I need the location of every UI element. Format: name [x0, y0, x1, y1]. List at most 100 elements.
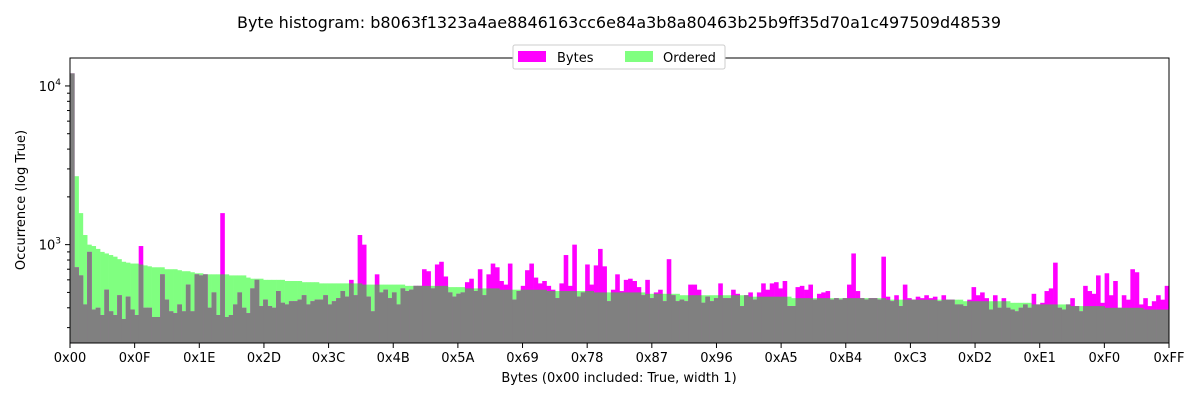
overlap-bar [190, 311, 195, 343]
overlap-bar [705, 296, 710, 343]
overlap-bar [838, 299, 844, 343]
overlap-bar [851, 298, 856, 343]
ordered-bar [228, 275, 234, 343]
overlap-bar [327, 304, 333, 343]
overlap-bar [1138, 307, 1144, 343]
overlap-bar [422, 285, 427, 343]
overlap-bar [293, 301, 298, 343]
overlap-bar [928, 299, 934, 343]
overlap-bar [349, 283, 354, 343]
overlap-bar [310, 301, 315, 343]
overlap-bar [74, 267, 79, 343]
overlap-bar [954, 304, 959, 343]
overlap-bar [1108, 307, 1114, 343]
overlap-bar [409, 289, 414, 343]
overlap-bar [1083, 306, 1088, 343]
ordered-bar [130, 263, 135, 343]
overlap-bar [1126, 307, 1131, 343]
overlap-bar [533, 289, 539, 343]
overlap-bar [177, 304, 182, 343]
overlap-bar [988, 309, 994, 343]
overlap-bar [147, 307, 152, 343]
overlap-bar [967, 301, 972, 343]
overlap-bar [645, 293, 650, 343]
overlap-bar [456, 293, 461, 343]
overlap-bar [258, 306, 264, 343]
overlap-bar [138, 264, 144, 343]
overlap-bar [185, 284, 191, 343]
overlap-bar [692, 295, 698, 343]
x-tick-label: 0xC3 [894, 351, 927, 366]
overlap-bar [155, 316, 161, 343]
overlap-bar [198, 275, 204, 343]
ordered-bar [215, 274, 221, 343]
overlap-bar [679, 299, 685, 343]
overlap-bar [233, 304, 238, 343]
overlap-bar [971, 301, 977, 343]
x-tick-label: 0x5A [441, 351, 474, 366]
overlap-bar [756, 296, 762, 343]
overlap-bar [134, 315, 139, 343]
overlap-bar [250, 288, 255, 343]
overlap-bar [907, 299, 912, 343]
overlap-bar [731, 295, 736, 343]
x-tick-label: 0x78 [571, 351, 604, 366]
ordered-bar [95, 248, 101, 343]
overlap-bar [696, 295, 702, 343]
overlap-bar [713, 298, 719, 343]
x-tick-label: 0x3C [312, 351, 345, 366]
overlap-bar [391, 292, 397, 343]
overlap-bar [417, 285, 423, 343]
overlap-bar [130, 309, 135, 343]
overlap-bar [486, 288, 492, 343]
chart-title: Byte histogram: b8063f1323a4ae8846163cc6… [237, 13, 1001, 32]
overlap-bar [920, 299, 925, 343]
overlap-bar [559, 291, 564, 343]
overlap-bar [671, 295, 676, 343]
ordered-bar [181, 271, 187, 343]
ordered-bar [246, 277, 251, 343]
bytes-bar [1053, 262, 1058, 343]
overlap-layer [70, 73, 1170, 344]
overlap-bar [1018, 307, 1024, 343]
overlap-bar [439, 285, 444, 343]
overlap-bar [795, 298, 801, 343]
overlap-bar [284, 304, 290, 343]
overlap-bar [121, 318, 127, 343]
overlap-bar [1065, 304, 1071, 343]
ordered-bar [173, 269, 178, 343]
bytes-bar [1134, 272, 1140, 343]
overlap-bar [331, 301, 337, 343]
overlap-bar [898, 306, 904, 343]
overlap-bar [276, 291, 281, 343]
overlap-bar [507, 289, 513, 343]
ordered-bar [74, 176, 79, 343]
overlap-bar [765, 296, 771, 343]
overlap-bar [434, 285, 440, 343]
overlap-bar [1070, 306, 1075, 343]
overlap-bar [404, 291, 410, 343]
overlap-bar [503, 289, 509, 343]
overlap-bar [889, 301, 895, 343]
overlap-bar [224, 316, 230, 343]
legend-swatch-ordered [625, 51, 653, 62]
overlap-bar [932, 299, 938, 343]
overlap-bar [280, 302, 285, 343]
overlap-bar [847, 298, 852, 343]
overlap-bar [246, 313, 251, 343]
overlap-bar [958, 304, 964, 343]
overlap-bar [992, 301, 998, 343]
overlap-bar [1100, 306, 1105, 343]
overlap-bar [297, 299, 303, 343]
overlap-bar [237, 292, 243, 343]
overlap-bar [1104, 307, 1110, 343]
overlap-bar [808, 298, 813, 343]
overlap-bar [941, 299, 947, 343]
overlap-bar [1057, 307, 1062, 343]
legend: Bytes Ordered [512, 44, 726, 70]
x-tick-label: 0x2D [247, 351, 281, 366]
overlap-bar [1130, 307, 1135, 343]
overlap-bar [877, 299, 882, 343]
overlap-bar [357, 283, 363, 343]
overlap-bar [1014, 311, 1020, 343]
